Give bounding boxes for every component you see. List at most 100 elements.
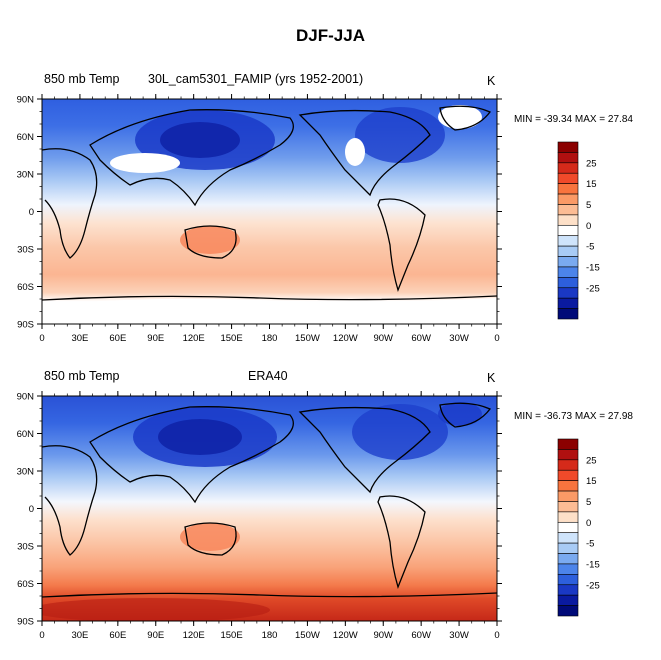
- panel2-lon-label: 0: [39, 630, 44, 641]
- panel1-colorbar-swatch: [557, 183, 579, 195]
- panel1-lon-label: 90W: [373, 333, 393, 344]
- panel2-colorbar-swatch: [557, 480, 579, 492]
- panel1-colorbar-label: 0: [586, 221, 591, 232]
- panel2-colorbar-label: -5: [586, 539, 594, 550]
- panel2-lon-label: 60W: [411, 630, 431, 641]
- panel1-axes: 0 30E 60E 90E 120E 150E 180 150W 120W 90W 60W 30W 09…: [17, 94, 502, 344]
- panel1-lon-label: 0: [494, 333, 499, 344]
- panel2-colorbar-swatch: [557, 511, 579, 523]
- panel2-map: [41, 395, 498, 622]
- panel2-lon-label: 120E: [183, 630, 205, 641]
- panel1-colorbar-swatch: [557, 277, 579, 289]
- panel2-lon-label: 60E: [109, 630, 126, 641]
- panel1-lon-label: 60W: [411, 333, 431, 344]
- panel2-colorbar-swatch: [557, 438, 579, 450]
- panel1-colorbar-swatch: [557, 308, 579, 320]
- panel1-source-label: 30L_cam5301_FAMIP (yrs 1952-2001): [148, 72, 364, 86]
- panel1-lat-label: 60N: [17, 132, 35, 143]
- panel2-colorbar-swatch: [557, 469, 579, 481]
- panel2-units-label: K: [487, 371, 496, 385]
- panel2-minmax: MIN = -36.73 MAX = 27.98: [514, 411, 633, 422]
- panel1-colorbar-swatch: [557, 193, 579, 205]
- panel2-lat-label: 60N: [17, 429, 35, 440]
- panel1-colorbar-swatch: [557, 224, 579, 237]
- panel2-lat-label: 90S: [17, 617, 34, 628]
- panel2-lon-label: 180: [262, 630, 278, 641]
- panel1-colorbar-label: 25: [586, 158, 597, 169]
- panel2-colorbar-swatch: [557, 459, 579, 471]
- panel1-units-label: K: [487, 74, 496, 88]
- panel2-variable-label: 850 mb Temp: [44, 369, 120, 383]
- panel2-colorbar-swatch: [557, 605, 579, 617]
- panel1-lon-label: 0: [39, 333, 44, 344]
- panel2-lat-label: 30S: [17, 542, 34, 553]
- panel1-map: [41, 98, 498, 325]
- panel2-colorbar-swatch: [557, 584, 579, 596]
- panel2-colorbar-swatch: [557, 542, 579, 554]
- panel1-colorbar-swatch: [557, 235, 579, 247]
- panel2-colorbar-swatch: [557, 449, 579, 461]
- panel2-lon-label: 30E: [71, 630, 88, 641]
- panel1-lon-label: 180: [262, 333, 278, 344]
- panel1-colorbar-swatch: [557, 204, 579, 216]
- panel1-colorbar-swatch: [557, 172, 579, 184]
- panel1-colorbar-label: -15: [586, 262, 600, 273]
- panel1-colorbar-swatch: [557, 287, 579, 299]
- panel2-colorbar-label: -25: [586, 580, 600, 591]
- panel1-lon-label: 30E: [71, 333, 88, 344]
- panel2-colorbar-swatch: [557, 521, 579, 534]
- figure-title: DJF-JJA: [296, 26, 365, 45]
- panel1-minmax: MIN = -39.34 MAX = 27.84: [514, 114, 633, 125]
- panel1-lon-label: 90E: [147, 333, 164, 344]
- panel2-axes: 0 30E 60E 90E 120E 150E 180 150W 120W 90W 60W 30W 09…: [17, 391, 502, 641]
- panel2-lat-label: 30N: [17, 467, 35, 478]
- panel1-lat-label: 30S: [17, 245, 34, 256]
- panel2-colorbar-label: 15: [586, 476, 597, 487]
- panel1-colorbar: 25 15 5 0 -5 -15 -25: [557, 141, 600, 320]
- panel2-lon-label: 90E: [147, 630, 164, 641]
- panel1-colorbar-swatch: [557, 256, 579, 268]
- panel1-lat-label: 0: [29, 207, 34, 218]
- panel1-colorbar-swatch: [557, 245, 579, 257]
- panel1-lon-label: 120E: [183, 333, 205, 344]
- panel1-lon-label: 120W: [333, 333, 358, 344]
- panel2-colorbar-swatch: [557, 501, 579, 513]
- panel1-colorbar-label: 15: [586, 179, 597, 190]
- panel1-colorbar-swatch: [557, 141, 579, 153]
- panel1-variable-label: 850 mb Temp: [44, 72, 120, 86]
- panel2-lon-label: 90W: [373, 630, 393, 641]
- panel1-lat-label: 30N: [17, 170, 35, 181]
- panel1-colorbar-swatch: [557, 214, 579, 226]
- panel2-lon-label: 120W: [333, 630, 358, 641]
- panel2-lat-label: 60S: [17, 579, 34, 590]
- panel1-lat-label: 60S: [17, 282, 34, 293]
- panel2-colorbar-swatch: [557, 532, 579, 544]
- panel2-source-label: ERA40: [248, 369, 288, 383]
- panel2-colorbar-label: 0: [586, 518, 591, 529]
- panel1-colorbar-swatch: [557, 297, 579, 309]
- panel2-colorbar-swatch: [557, 553, 579, 565]
- panel2-colorbar-label: 5: [586, 497, 591, 508]
- panel1-lat-label: 90N: [17, 95, 35, 106]
- panel1-colorbar-label: -5: [586, 242, 594, 253]
- panel2-lat-label: 90N: [17, 392, 35, 403]
- panel2-lon-label: 150W: [295, 630, 320, 641]
- panel1-colorbar-label: -25: [586, 283, 600, 294]
- panel2-lon-label: 0: [494, 630, 499, 641]
- panel1-lon-label: 60E: [109, 333, 126, 344]
- panel2-colorbar: 25 15 5 0 -5 -15 -25: [557, 438, 600, 617]
- panel2-colorbar-swatch: [557, 594, 579, 606]
- panel1-colorbar-swatch: [557, 162, 579, 174]
- panel1-colorbar-swatch: [557, 266, 579, 278]
- panel2-lon-label: 30W: [449, 630, 469, 641]
- panel1-colorbar-label: 5: [586, 200, 591, 211]
- panel2-colorbar-label: 25: [586, 455, 597, 466]
- panel2-colorbar-swatch: [557, 574, 579, 586]
- panel2-colorbar-swatch: [557, 490, 579, 502]
- panel1-lat-label: 90S: [17, 320, 34, 331]
- panel1-lon-label: 150W: [295, 333, 320, 344]
- panel1-colorbar-swatch: [557, 152, 579, 164]
- panel2-lat-label: 0: [29, 504, 34, 515]
- panel2-colorbar-swatch: [557, 563, 579, 575]
